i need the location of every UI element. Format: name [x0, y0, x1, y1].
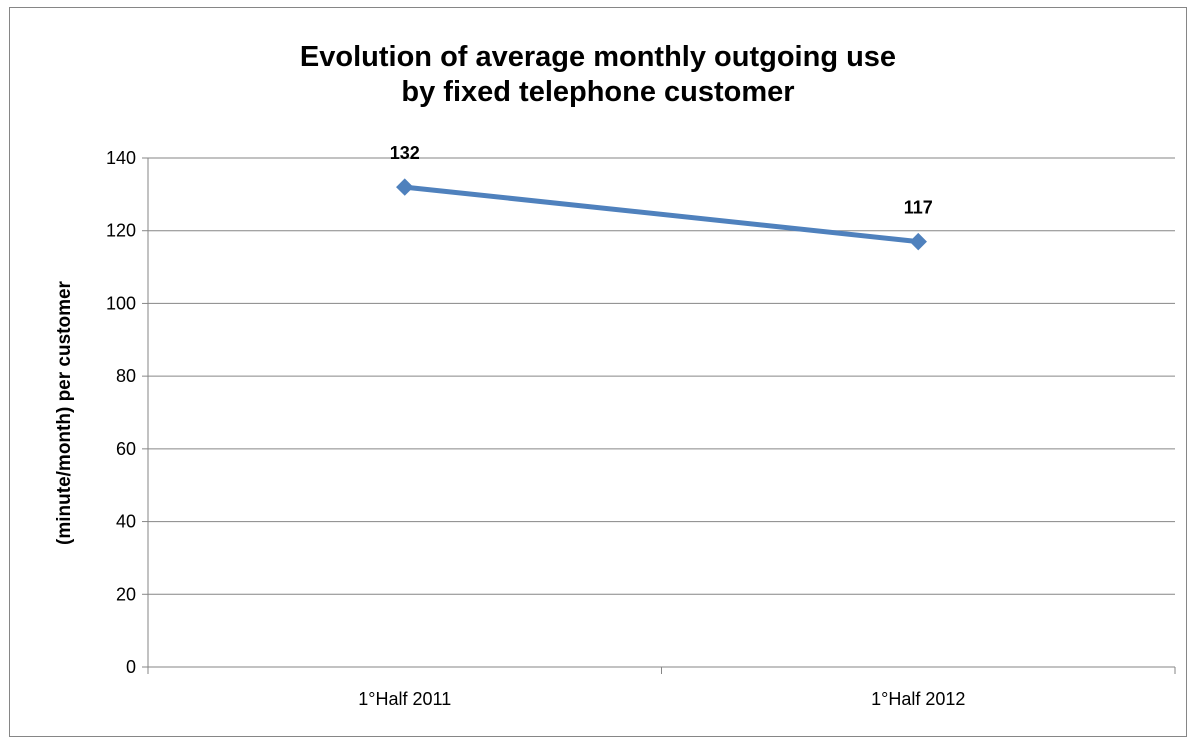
chart-title-line-2: by fixed telephone customer [401, 75, 795, 108]
chart-title: Evolution of average monthly outgoing us… [9, 40, 1187, 110]
y-tick-label: 140 [106, 148, 136, 168]
chart-frame [9, 7, 1187, 737]
x-tick-label: 1°Half 2011 [358, 689, 451, 709]
series-line [402, 184, 921, 245]
y-tick-label: 40 [116, 512, 136, 532]
x-tick-label: 1°Half 2012 [871, 689, 965, 709]
gridlines [148, 157, 1175, 595]
y-tick-labels: 0 20 40 60 80 100 120 140 [106, 148, 136, 677]
chart-title-line-1: Evolution of average monthly outgoing us… [299, 41, 897, 73]
axes [142, 157, 1176, 674]
y-tick-label: 120 [106, 221, 136, 241]
data-point-marker [909, 232, 927, 251]
y-tick-label: 100 [106, 293, 136, 313]
y-tick-label: 20 [116, 584, 136, 604]
x-tick-labels: 1°Half 2011 1°Half 2012 [358, 689, 965, 709]
y-tick-label: 60 [116, 439, 136, 459]
data-label: 132 [390, 143, 420, 163]
y-tick-label: 80 [116, 366, 136, 386]
series [396, 178, 927, 251]
y-tick-label: 0 [126, 657, 136, 677]
y-axis-title: (minute/month) per customer [54, 280, 75, 545]
data-label: 117 [904, 198, 933, 218]
data-point-marker [396, 178, 414, 196]
data-labels: 132 117 [390, 143, 933, 218]
